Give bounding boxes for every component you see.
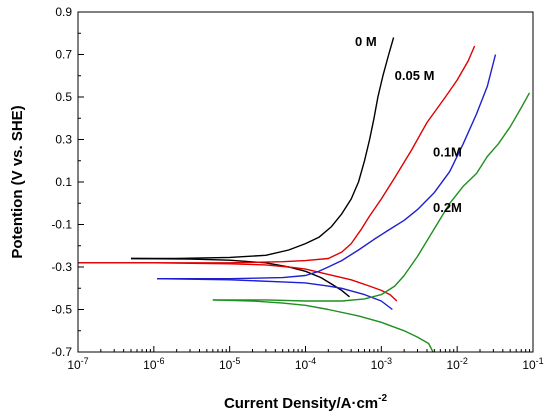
x-tick-exponent: -5 xyxy=(232,356,240,366)
y-axis-title: Potention (V vs. SHE) xyxy=(9,105,26,258)
x-tick-label: 10-3 xyxy=(371,356,392,372)
x-axis-title-exponent: -2 xyxy=(378,393,387,404)
x-tick-label: 10-2 xyxy=(446,356,467,372)
y-tick-label: 0.7 xyxy=(55,48,72,62)
x-tick-base: 10 xyxy=(295,358,309,372)
y-tick-label: 0.1 xyxy=(55,175,72,189)
series-label-0-1m: 0.1M xyxy=(433,145,462,160)
x-tick-label: 10-4 xyxy=(295,356,316,372)
y-tick-label: -0.1 xyxy=(51,218,72,232)
x-tick-base: 10 xyxy=(67,358,81,372)
series-label-0-05-m: 0.05 M xyxy=(395,68,435,83)
x-tick-exponent: -6 xyxy=(157,356,165,366)
y-tick-label: -0.5 xyxy=(51,303,72,317)
x-tick-base: 10 xyxy=(143,358,157,372)
x-tick-exponent: -4 xyxy=(308,356,316,366)
x-tick-base: 10 xyxy=(219,358,233,372)
x-axis-title-text: Current Density/A·cm xyxy=(224,395,378,412)
x-tick-exponent: -2 xyxy=(460,356,468,366)
x-axis-title: Current Density/A·cm-2 xyxy=(224,393,388,412)
series-line-0-05-m-cathodic xyxy=(78,262,398,302)
y-tick-label: 0.9 xyxy=(55,5,72,19)
y-axis-ticks: -0.7 -0.5 -0.3 -0.1 0.1 0.3 0.5 0.7 0.9 xyxy=(51,5,84,359)
x-tick-exponent: -3 xyxy=(384,356,392,366)
y-tick-label: -0.7 xyxy=(51,345,72,359)
y-tick-label: 0.3 xyxy=(55,133,72,147)
y-tick-label: -0.3 xyxy=(51,260,72,274)
plot-curves xyxy=(78,37,531,352)
series-line-0-m-anodic xyxy=(131,37,395,260)
y-tick-label: 0.5 xyxy=(55,90,72,104)
series-label-0-2m: 0.2M xyxy=(433,200,462,215)
series-labels: 0 M 0.05 M 0.1M 0.2M xyxy=(355,34,462,215)
x-tick-base: 10 xyxy=(371,358,385,372)
series-line-0-2m-anodic xyxy=(212,92,531,302)
series-line-0-05-m-anodic xyxy=(78,45,476,264)
x-tick-label: 10-5 xyxy=(219,356,240,372)
x-tick-label: 10-7 xyxy=(67,356,88,372)
x-tick-base: 10 xyxy=(522,358,536,372)
x-axis-ticks: 10-7 10-6 10-5 10-4 10-3 10-2 10-1 xyxy=(67,346,544,372)
x-tick-label: 10-1 xyxy=(522,356,543,372)
x-tick-label: 10-6 xyxy=(143,356,164,372)
x-tick-exponent: -7 xyxy=(81,356,89,366)
series-line-0-2m-cathodic xyxy=(212,299,434,352)
x-tick-exponent: -1 xyxy=(536,356,544,366)
series-line-0-1m-anodic xyxy=(157,54,497,280)
x-tick-base: 10 xyxy=(446,358,460,372)
series-line-0-1m-cathodic xyxy=(156,278,393,311)
series-label-0-m: 0 M xyxy=(355,34,377,49)
